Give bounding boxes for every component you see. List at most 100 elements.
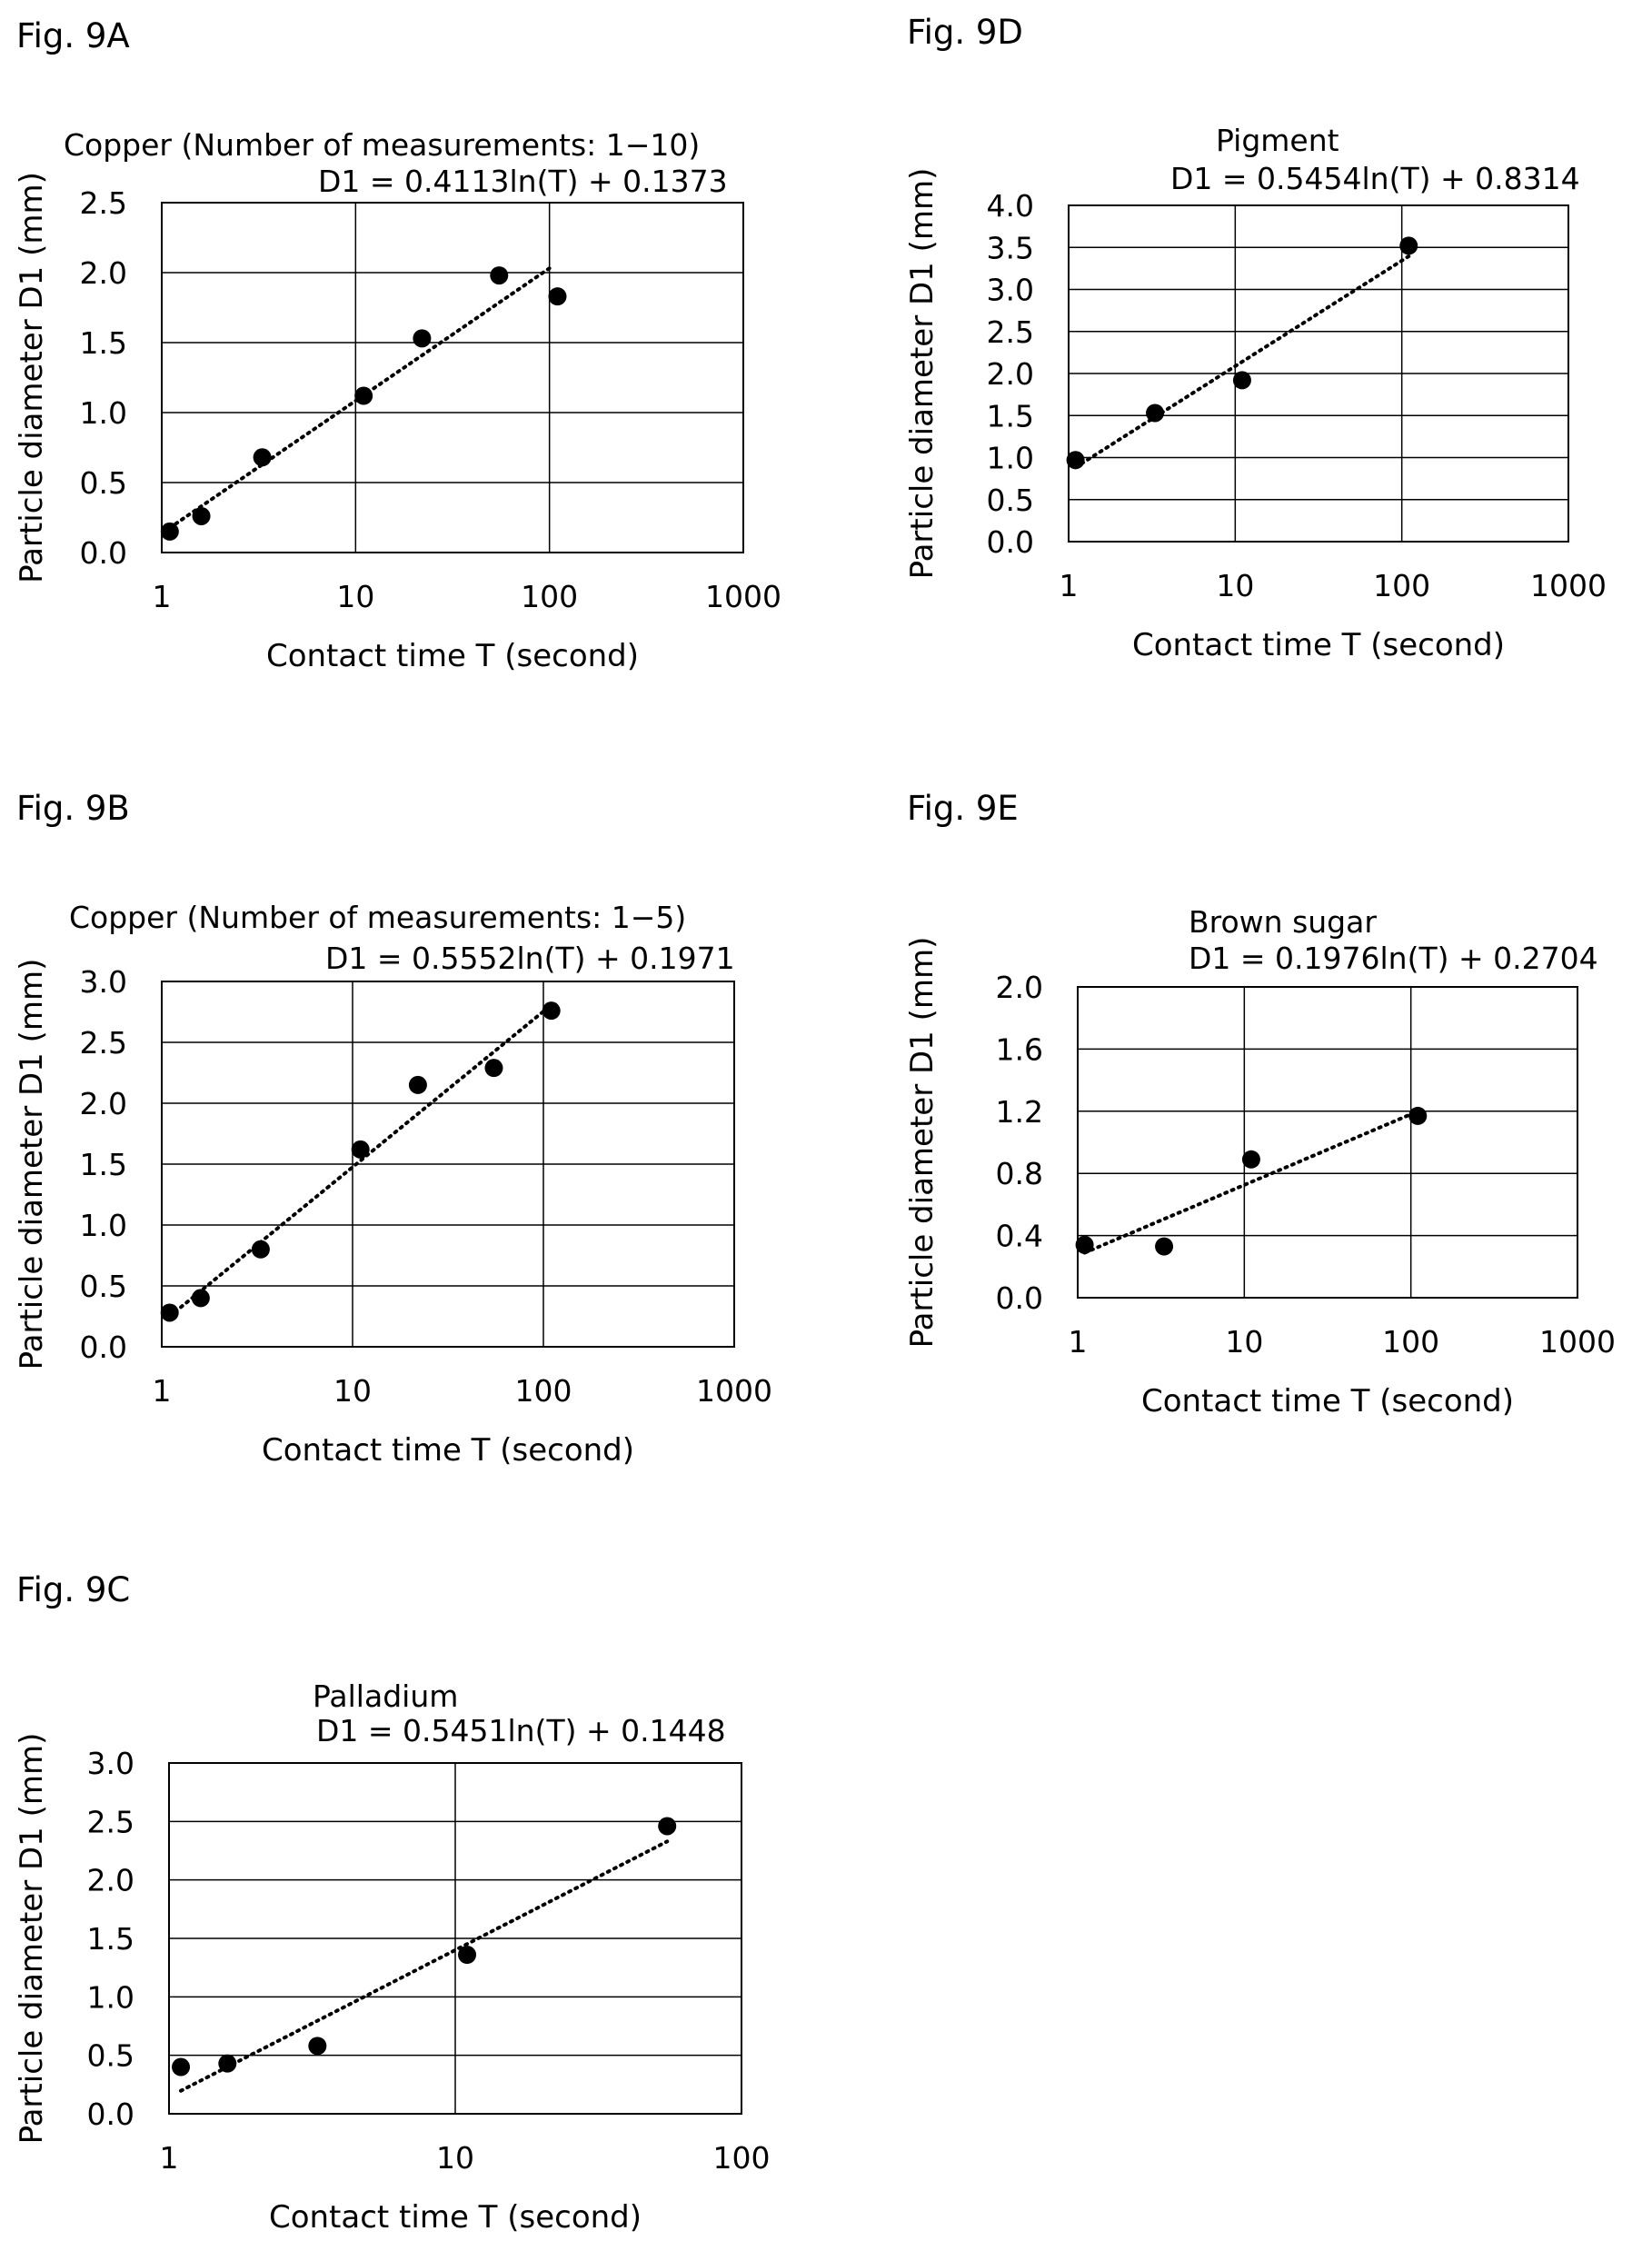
data-point: [484, 1059, 503, 1078]
x-tick-label: 100: [515, 1373, 572, 1409]
y-tick-label: 0.0: [996, 1280, 1043, 1316]
x-tick-label: 1: [1069, 1324, 1088, 1360]
x-tick-label: 10: [333, 1373, 372, 1409]
y-axis-label: Particle diameter D1 (mm): [14, 959, 50, 1370]
y-tick-label: 1.5: [987, 398, 1034, 433]
figure-9d-panel: Fig. 9D Pigment D1 = 0.5454ln(T) + 0.8314…: [904, 13, 1652, 703]
x-axis-label: Contact time T (second): [1141, 1383, 1514, 1419]
y-tick-label: 3.0: [80, 964, 127, 1000]
data-point: [1399, 236, 1418, 255]
y-tick-label: 1.0: [80, 1208, 127, 1243]
data-point: [1408, 1106, 1428, 1125]
y-tick-label: 1.6: [996, 1031, 1043, 1067]
trendline-equation: D1 = 0.5454ln(T) + 0.8314: [1170, 161, 1580, 196]
data-point: [1075, 1235, 1094, 1254]
x-tick-label: 10: [1225, 1324, 1263, 1360]
trendline: [167, 1002, 553, 1319]
y-tick-label: 2.0: [996, 970, 1043, 1005]
figure-9e-panel: Fig. 9E Brown sugar D1 = 0.1976ln(T) + 0.…: [904, 789, 1652, 1479]
y-tick-label: 0.5: [987, 483, 1034, 518]
x-axis-label: Contact time T (second): [269, 2199, 642, 2236]
data-point: [354, 386, 373, 405]
y-tick-label: 4.0: [987, 188, 1034, 224]
chart-title: Copper (Number of measurements: 1−5): [69, 900, 686, 935]
x-tick-label: 1000: [696, 1373, 772, 1409]
y-axis-label: Particle diameter D1 (mm): [904, 168, 940, 580]
y-tick-label: 0.0: [87, 2097, 134, 2132]
figure-9b-panel: Fig. 9B Copper (Number of measurements: …: [14, 789, 789, 1479]
data-point: [413, 329, 432, 348]
trendline-equation: D1 = 0.5552ln(T) + 0.1971: [325, 941, 735, 976]
y-tick-label: 2.5: [80, 1025, 127, 1061]
y-tick-label: 3.0: [87, 1746, 134, 1781]
data-point: [490, 266, 509, 285]
trendline: [179, 1839, 670, 2093]
figure-label: Fig. 9B: [16, 789, 130, 828]
y-tick-label: 0.8: [996, 1156, 1043, 1191]
y-tick-label: 2.0: [80, 1086, 127, 1121]
data-point: [1241, 1150, 1260, 1169]
x-tick-label: 1000: [705, 579, 781, 614]
trendline: [1073, 254, 1411, 470]
y-tick-label: 1.0: [987, 441, 1034, 476]
data-point: [192, 506, 211, 525]
y-tick-label: 2.5: [87, 1804, 134, 1839]
y-tick-label: 1.5: [80, 1147, 127, 1182]
data-point: [408, 1075, 427, 1094]
x-tick-label: 1: [153, 1373, 172, 1409]
data-point: [658, 1817, 677, 1836]
data-point: [253, 448, 272, 467]
y-axis-label: Particle diameter D1 (mm): [904, 937, 940, 1349]
y-tick-label: 0.5: [87, 2038, 134, 2074]
y-axis-label: Particle diameter D1 (mm): [14, 172, 50, 583]
chart-title: Pigment: [1216, 123, 1339, 158]
x-axis-label: Contact time T (second): [266, 638, 639, 674]
x-tick-label: 10: [436, 2140, 474, 2176]
chart-title: Copper (Number of measurements: 1−10): [64, 127, 700, 163]
data-point: [218, 2054, 237, 2073]
chart-9b: Copper (Number of measurements: 1−5) D1 =…: [14, 900, 772, 1469]
trendline-equation: D1 = 0.5451ln(T) + 0.1448: [316, 1713, 726, 1748]
x-tick-label: 1: [1060, 568, 1079, 603]
x-tick-label: 1000: [1530, 568, 1607, 603]
figure-label: Fig. 9E: [907, 789, 1019, 828]
x-tick-label: 100: [713, 2140, 771, 2176]
y-tick-label: 0.5: [80, 1269, 127, 1304]
plot-area: [161, 202, 744, 553]
trendline-equation: D1 = 0.4113ln(T) + 0.1373: [318, 164, 728, 199]
data-point: [1155, 1237, 1174, 1256]
y-tick-label: 2.0: [80, 255, 127, 291]
data-point: [308, 2037, 327, 2056]
y-tick-label: 1.5: [87, 1921, 134, 1957]
data-point: [251, 1240, 270, 1259]
y-tick-label: 3.0: [987, 273, 1034, 308]
y-tick-label: 2.0: [87, 1863, 134, 1898]
trendline: [1082, 1109, 1420, 1255]
chart-title: Palladium: [313, 1678, 458, 1714]
data-point: [191, 1289, 210, 1308]
y-tick-label: 0.4: [996, 1219, 1043, 1254]
data-point: [160, 1303, 179, 1322]
x-tick-label: 1: [160, 2140, 179, 2176]
y-tick-label: 3.5: [987, 230, 1034, 265]
y-tick-label: 0.0: [80, 1330, 127, 1365]
chart-title: Brown sugar: [1189, 904, 1377, 940]
y-tick-label: 0.0: [987, 524, 1034, 560]
x-tick-label: 1000: [1539, 1324, 1616, 1360]
y-tick-label: 2.5: [80, 185, 127, 221]
y-tick-label: 1.0: [80, 395, 127, 431]
figure-label: Fig. 9D: [907, 13, 1023, 52]
y-tick-label: 1.2: [996, 1094, 1043, 1130]
data-point: [542, 1001, 561, 1021]
x-tick-label: 100: [1382, 1324, 1439, 1360]
y-axis-label: Particle diameter D1 (mm): [14, 1733, 50, 2145]
y-tick-label: 1.0: [87, 1979, 134, 2015]
chart-9a: Copper (Number of measurements: 1−10)D1 …: [14, 127, 781, 674]
x-tick-label: 100: [1373, 568, 1430, 603]
x-tick-label: 1: [153, 579, 172, 614]
y-tick-label: 0.5: [80, 465, 127, 501]
y-tick-label: 2.5: [987, 314, 1034, 350]
data-point: [458, 1946, 477, 1965]
data-point: [1232, 371, 1251, 390]
